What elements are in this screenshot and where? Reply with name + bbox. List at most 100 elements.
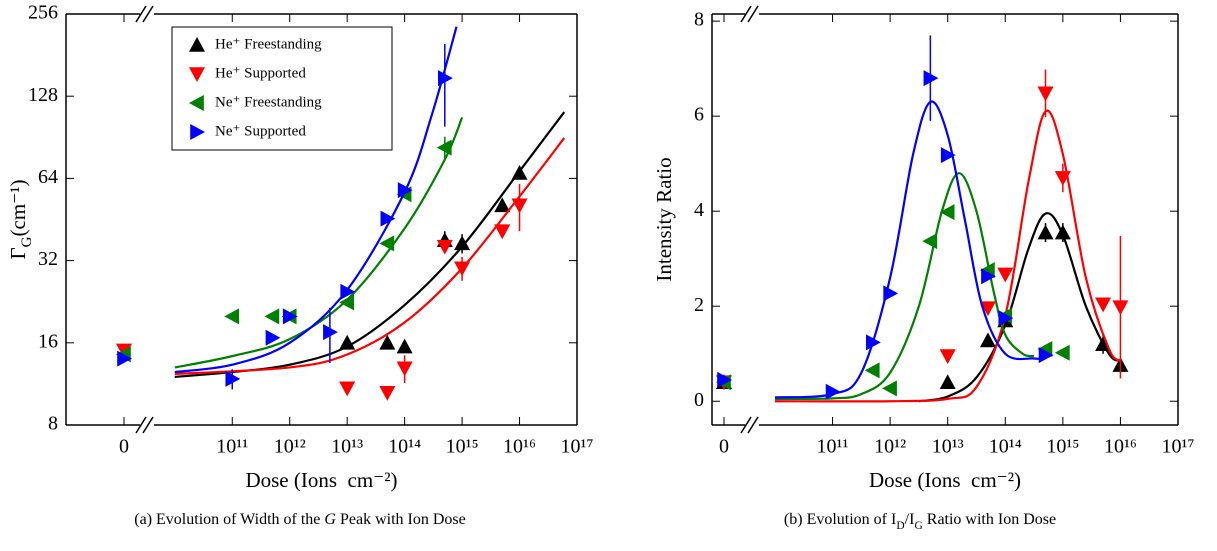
- plot: 0 2 4 6 8 0 10¹¹ 10¹² 10¹³ 10¹⁴ 10¹⁵ 10¹⁶ 10¹⁷ Dose (…: [652, 5, 1195, 492]
- x-tick-label: 10¹⁶: [1104, 436, 1137, 458]
- data-point: [396, 338, 413, 354]
- x-tick-label: 10¹⁵: [446, 436, 479, 458]
- data-point: [1054, 344, 1070, 361]
- data-point: [339, 294, 354, 311]
- data-point: [864, 362, 880, 379]
- data-point: [224, 308, 240, 325]
- y-axis-label: ΓG(cm⁻¹): [6, 179, 36, 259]
- data-point: [264, 308, 280, 325]
- x-tick-label: 10¹³: [932, 436, 964, 458]
- data-point: [265, 329, 281, 346]
- data-point: [1112, 300, 1129, 316]
- axis-break: [740, 5, 752, 23]
- legend-marker: [189, 37, 205, 52]
- data-point: [339, 381, 356, 397]
- data-point: [397, 182, 413, 199]
- x-tick-label: 10¹¹: [216, 436, 248, 458]
- x-tick-label: 0: [719, 436, 729, 458]
- data-point: [339, 334, 356, 350]
- axis-break: [142, 416, 154, 434]
- data-point: [882, 380, 897, 397]
- data-point: [323, 324, 338, 341]
- fit-line: [174, 111, 566, 379]
- y-tick-label: 4: [694, 199, 704, 221]
- data-point: [282, 308, 298, 325]
- y-axis-label-part: Γ: [6, 247, 30, 259]
- data-point: [225, 370, 241, 387]
- data-point: [1095, 297, 1112, 313]
- y-tick-label: 0: [694, 389, 704, 411]
- legend-marker: [189, 95, 204, 111]
- x-axis-label: Dose (Ions cm⁻²): [869, 468, 1021, 492]
- data-point: [979, 332, 996, 348]
- fit-line: [174, 26, 458, 374]
- data-point: [939, 204, 955, 221]
- data-point: [379, 235, 395, 252]
- data-point: [865, 334, 881, 351]
- legend-box: [171, 26, 393, 151]
- data-point: [117, 350, 132, 367]
- caption-part: D: [896, 520, 904, 532]
- plot: 8 16 32 64 128 256 0 10¹¹ 10¹² 10¹³ 10¹⁴ 10¹⁵ 10¹⁶ 10…: [28, 2, 594, 492]
- x-axis-label: Dose (Ions cm⁻²): [245, 468, 397, 492]
- y-tick-label: 6: [694, 104, 704, 126]
- fit-line: [774, 109, 1122, 403]
- data-point: [922, 233, 938, 250]
- axis-break: [135, 416, 147, 434]
- y-tick-label: 32: [38, 248, 58, 270]
- data-point: [436, 239, 453, 255]
- caption-part: G: [324, 511, 336, 528]
- y-tick-label: 2: [694, 294, 704, 316]
- y-tick-label: 128: [28, 84, 58, 106]
- data-point: [981, 268, 996, 285]
- data-point: [494, 197, 511, 213]
- axis-break: [747, 5, 759, 23]
- legend-label: Ne⁺ Freestanding: [215, 94, 322, 110]
- data-point: [1037, 86, 1054, 102]
- data-point: [1054, 171, 1071, 186]
- data-point: [379, 334, 396, 350]
- data-point: [454, 261, 471, 277]
- data-point: [494, 224, 511, 240]
- data-point: [454, 235, 471, 251]
- data-point: [940, 147, 956, 164]
- data-point: [437, 70, 453, 87]
- data-point: [396, 361, 413, 377]
- data-point: [340, 283, 356, 300]
- caption-part: (a) Evolution of Width of the: [134, 511, 324, 528]
- data-point: [825, 383, 841, 400]
- x-tick-label: 10¹²: [874, 436, 906, 458]
- legend-marker: [190, 124, 205, 140]
- x-tick-label: 10¹²: [274, 436, 306, 458]
- data-point: [1037, 224, 1054, 240]
- data-point: [883, 285, 899, 302]
- legend-label: He⁺ Freestanding: [215, 36, 322, 52]
- axis-break: [142, 5, 154, 23]
- fit-line: [774, 172, 1035, 400]
- fit-line: [774, 100, 1046, 399]
- y-tick-label: 256: [28, 2, 58, 24]
- legend-marker: [189, 67, 205, 82]
- y-tick-label: 64: [38, 166, 58, 188]
- x-tick-label: 10¹⁷: [1162, 436, 1195, 458]
- data-point: [511, 164, 528, 180]
- data-point: [717, 371, 732, 388]
- data-point: [436, 139, 452, 156]
- axis-break: [740, 416, 752, 434]
- caption-part: G: [914, 520, 922, 532]
- axis-break: [747, 416, 759, 434]
- y-axis-label-part: (cm⁻¹): [6, 179, 30, 236]
- y-axis-label-part: G: [19, 236, 35, 247]
- y-tick-label: 8: [48, 413, 58, 435]
- x-tick-label: 10¹¹: [817, 436, 849, 458]
- x-tick-label: 10¹⁴: [388, 436, 421, 458]
- caption-part: Peak with Ion Dose: [336, 511, 466, 528]
- data-point: [998, 310, 1014, 327]
- data-point: [511, 198, 528, 214]
- data-point: [939, 374, 956, 390]
- y-axis-label: Intensity Ratio: [652, 157, 676, 281]
- fit-line: [918, 212, 1121, 403]
- caption: (b) Evolution of ID/IG Ratio with Ion Do…: [784, 511, 1056, 532]
- data-point: [979, 301, 996, 317]
